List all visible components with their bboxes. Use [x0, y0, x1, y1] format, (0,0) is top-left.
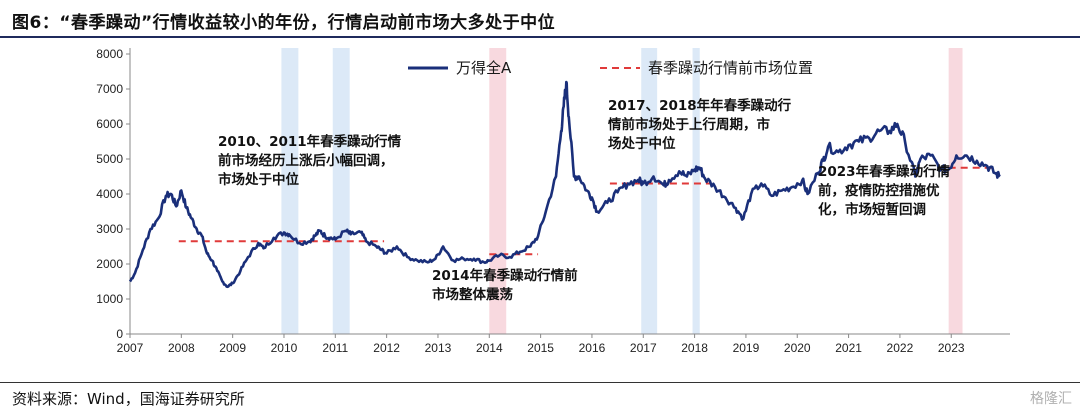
- x-tick-label: 2010: [271, 341, 298, 355]
- y-tick-label: 8000: [96, 47, 123, 61]
- x-tick-label: 2013: [425, 341, 452, 355]
- chart-legend: 万得全A 春季躁动行情前市场位置: [408, 59, 813, 77]
- highlight-band-3: [641, 48, 658, 334]
- annotation-3-line: 前，疫情防控措施优: [818, 182, 940, 199]
- x-tick-label: 2023: [938, 341, 965, 355]
- highlight-band-0: [281, 48, 299, 334]
- highlight-band-4: [692, 48, 700, 334]
- legend-label-position: 春季躁动行情前市场位置: [648, 59, 813, 77]
- title-divider: [0, 36, 1080, 38]
- annotation-2-line: 情前市场处于上行周期，市: [608, 116, 770, 133]
- highlight-band-1: [332, 48, 350, 334]
- annotation-0-line: 市场处于中位: [218, 171, 299, 188]
- source-divider: [0, 382, 1080, 383]
- annotation-1-line: 2014年春季躁动行情前: [432, 267, 578, 284]
- highlight-band-2: [489, 48, 507, 334]
- y-tick-label: 5000: [96, 152, 123, 166]
- annotation-3-line: 化，市场短暂回调: [818, 201, 926, 218]
- series-line-wind-all-a: [128, 80, 1001, 289]
- figure-title: 图6：“春季躁动”行情收益较小的年份，行情启动前市场大多处于中位: [12, 13, 556, 33]
- line-chart: 0 1000 2000 3000 4000 5000 6000 7000 8000 2007 200…: [96, 47, 1010, 355]
- x-tick-label: 2022: [887, 341, 914, 355]
- y-tick-label: 4000: [96, 187, 123, 201]
- watermark-text: 格隆汇: [1030, 391, 1072, 407]
- annotation-0-line: 前市场经历上涨后小幅回调，: [218, 152, 394, 169]
- x-tick-label: 2012: [373, 341, 400, 355]
- annotation-0-line: 2010、2011年春季躁动行情: [218, 133, 402, 150]
- annotation-1-line: 市场整体震荡: [432, 286, 513, 303]
- x-tick-label: 2018: [681, 341, 708, 355]
- y-tick-label: 0: [116, 327, 123, 341]
- x-tick-label: 2008: [168, 341, 195, 355]
- annotation-2-line: 场处于中位: [608, 135, 676, 152]
- x-tick-label: 2009: [219, 341, 246, 355]
- x-tick-label: 2016: [579, 341, 606, 355]
- highlight-bands: [281, 48, 963, 334]
- y-tick-label: 6000: [96, 117, 123, 131]
- chart-axes: 0 1000 2000 3000 4000 5000 6000 7000 8000 2007 200…: [96, 47, 1010, 355]
- y-tick-label: 7000: [96, 82, 123, 96]
- annotation-3-line: 2023年春季躁动行情: [818, 163, 951, 180]
- x-tick-label: 2021: [835, 341, 862, 355]
- x-tick-label: 2019: [733, 341, 760, 355]
- x-tick-label: 2017: [630, 341, 657, 355]
- y-tick-label: 3000: [96, 222, 123, 236]
- x-tick-label: 2020: [784, 341, 811, 355]
- highlight-band-5: [948, 48, 963, 334]
- y-tick-label: 1000: [96, 292, 123, 306]
- legend-label-series: 万得全A: [456, 59, 512, 77]
- annotation-2-line: 2017、2018年年春季躁动行: [608, 97, 792, 114]
- x-tick-label: 2007: [117, 341, 144, 355]
- x-tick-label: 2014: [476, 341, 503, 355]
- y-tick-label: 2000: [96, 257, 123, 271]
- source-note: 资料来源：Wind，国海证券研究所: [12, 390, 245, 408]
- x-tick-label: 2015: [527, 341, 554, 355]
- x-tick-label: 2011: [322, 341, 348, 355]
